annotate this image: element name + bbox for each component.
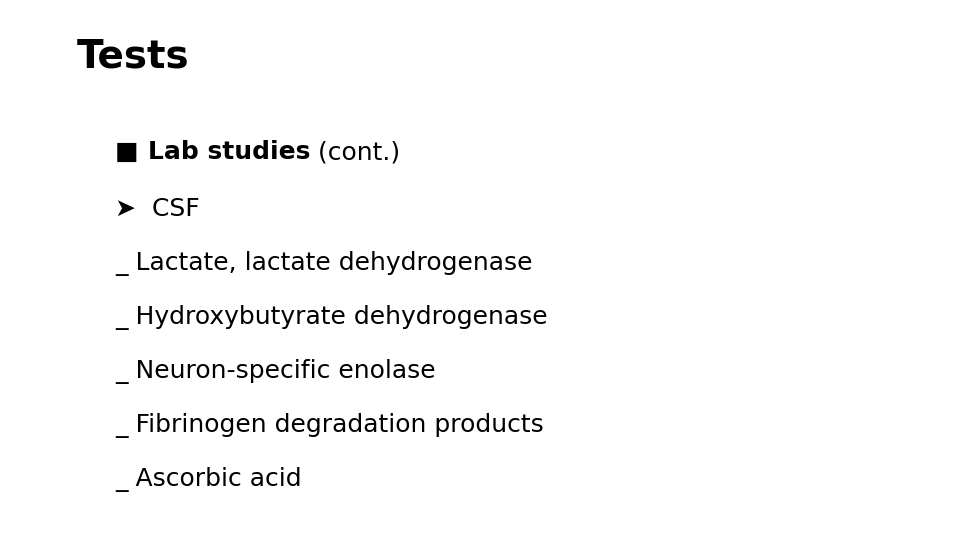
Text: _ Fibrinogen degradation products: _ Fibrinogen degradation products xyxy=(115,413,544,438)
Text: ■: ■ xyxy=(115,140,148,164)
Text: Tests: Tests xyxy=(77,38,189,76)
Text: (cont.): (cont.) xyxy=(310,140,400,164)
Text: ➤  CSF: ➤ CSF xyxy=(115,197,200,221)
Text: _ Lactate, lactate dehydrogenase: _ Lactate, lactate dehydrogenase xyxy=(115,251,533,276)
Text: _ Neuron-specific enolase: _ Neuron-specific enolase xyxy=(115,359,436,384)
Text: _ Hydroxybutyrate dehydrogenase: _ Hydroxybutyrate dehydrogenase xyxy=(115,305,548,330)
Text: _ Ascorbic acid: _ Ascorbic acid xyxy=(115,467,301,492)
Text: Lab studies: Lab studies xyxy=(148,140,310,164)
